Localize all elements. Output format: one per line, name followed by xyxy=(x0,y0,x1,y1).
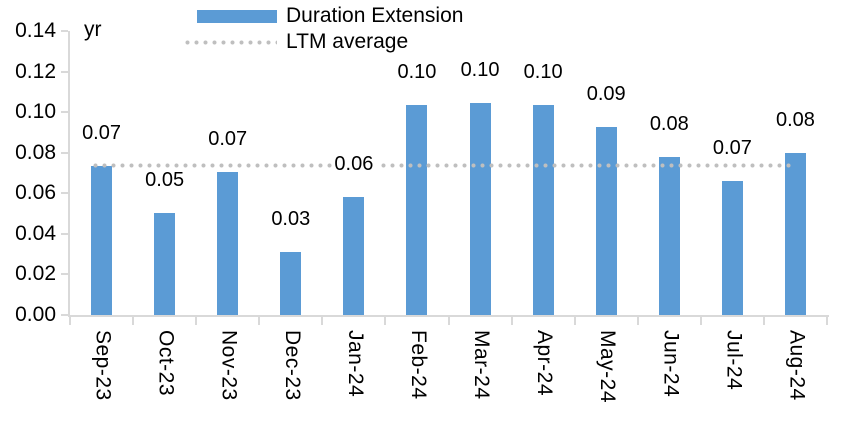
y-axis-tick-label: 0.08 xyxy=(15,140,56,164)
x-axis-tick xyxy=(573,315,576,325)
x-axis-label: Mar-24 xyxy=(470,330,494,400)
x-axis-label: Nov-23 xyxy=(217,330,241,401)
x-axis-label: Apr-24 xyxy=(533,330,557,397)
x-axis-label: Dec-23 xyxy=(280,330,304,401)
bar-value-label: 0.06 xyxy=(331,152,377,177)
y-axis-tick-label: 0.10 xyxy=(15,100,56,124)
bar-value-label: 0.10 xyxy=(457,58,503,82)
bar-oct-23 xyxy=(154,212,176,315)
y-axis-tick-label: 0.04 xyxy=(15,221,56,245)
x-axis-tick xyxy=(826,315,828,325)
legend-bar-swatch xyxy=(197,9,277,23)
bar-value-label: 0.07 xyxy=(205,126,251,151)
legend-swatch-wrap xyxy=(185,9,277,23)
bar-apr-24 xyxy=(532,105,554,315)
y-axis-tick xyxy=(61,30,68,32)
bar-dec-23 xyxy=(280,252,302,315)
bar-value-label: 0.09 xyxy=(583,81,629,106)
bar-value-label: 0.10 xyxy=(520,60,566,85)
bar-jul-24 xyxy=(721,181,743,315)
y-axis-tick-label: 0.00 xyxy=(15,303,56,326)
y-axis-unit-label: yr xyxy=(84,18,102,41)
bar-value-label: 0.08 xyxy=(772,107,818,132)
bar-aug-24 xyxy=(784,152,806,315)
y-axis-line xyxy=(68,31,70,317)
x-axis-label: Aug-24 xyxy=(785,330,809,401)
x-axis-tick xyxy=(321,315,324,325)
bar-sep-23 xyxy=(91,165,113,315)
y-axis-tick xyxy=(61,151,68,154)
y-axis-tick-label: 0.06 xyxy=(15,181,56,205)
x-axis-label: Feb-24 xyxy=(406,330,430,400)
y-axis-tick-label: 0.02 xyxy=(15,262,56,286)
x-axis-label: Sep-23 xyxy=(91,330,115,401)
y-axis-tick xyxy=(61,314,68,316)
bar-value-label: 0.07 xyxy=(709,136,755,161)
legend: Duration Extension LTM average xyxy=(185,5,463,57)
legend-dotted-line-swatch xyxy=(185,39,277,45)
x-axis-tick xyxy=(447,315,450,325)
bar-value-label: 0.08 xyxy=(646,111,692,136)
y-axis-tick xyxy=(61,70,68,73)
x-axis-tick xyxy=(510,315,513,325)
x-axis-label: May-24 xyxy=(596,330,620,404)
x-axis-tick xyxy=(132,315,135,325)
y-axis-tick-label: 0.14 xyxy=(15,19,56,42)
bar-value-label: 0.07 xyxy=(79,120,124,145)
y-axis-tick xyxy=(61,111,68,114)
legend-item-duration-extension: Duration Extension xyxy=(185,5,463,27)
legend-label-ltm-average: LTM average xyxy=(286,30,409,53)
bar-may-24 xyxy=(595,126,617,315)
legend-item-ltm-average: LTM average xyxy=(185,31,463,53)
bar-mar-24 xyxy=(469,103,491,315)
x-axis-tick xyxy=(69,315,71,325)
bar-value-label: 0.03 xyxy=(268,207,314,232)
y-axis-tick xyxy=(61,192,68,195)
legend-label-duration-extension: Duration Extension xyxy=(286,4,464,27)
bar-value-label: 0.10 xyxy=(394,60,440,85)
x-axis-label: Jun-24 xyxy=(659,330,683,398)
x-axis-tick xyxy=(258,315,261,325)
legend-swatch-wrap xyxy=(185,39,277,45)
ltm-average-line xyxy=(93,163,792,169)
bar-jun-24 xyxy=(658,156,680,315)
bar-value-label: 0.05 xyxy=(142,167,188,192)
bar-jan-24 xyxy=(343,197,365,315)
x-axis-tick xyxy=(762,315,765,325)
x-axis-tick xyxy=(195,315,198,325)
x-axis-label: Jan-24 xyxy=(343,330,367,398)
x-axis-tick xyxy=(699,315,702,325)
y-axis-tick xyxy=(61,273,68,276)
y-axis-tick-label: 0.12 xyxy=(15,59,56,83)
x-axis-label: Oct-23 xyxy=(154,330,178,397)
x-axis-tick xyxy=(384,315,387,325)
x-axis-tick xyxy=(636,315,639,325)
bar-feb-24 xyxy=(406,105,428,315)
x-axis-label: Jul-24 xyxy=(722,330,746,391)
y-axis-tick xyxy=(61,232,68,235)
bar-nov-23 xyxy=(217,171,239,315)
